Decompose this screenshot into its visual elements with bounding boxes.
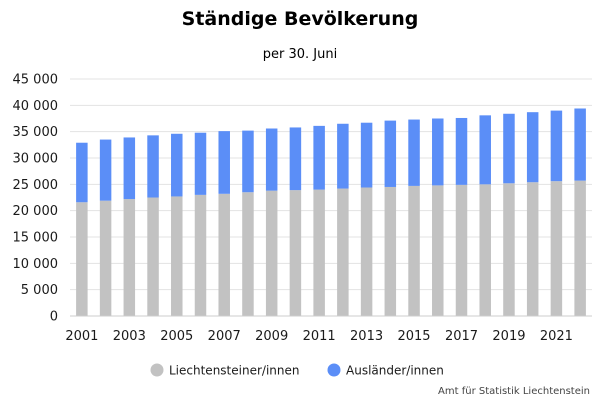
bar-liechtensteiner-2016 [432,185,444,316]
bar-auslaender-2012 [337,123,349,189]
bar-auslaender-2011 [313,125,325,190]
x-tick-label: 2013 [350,329,383,344]
y-tick-label: 35 000 [13,125,59,140]
bar-auslaender-2014 [384,120,397,187]
y-tick-label: 0 [50,310,58,325]
bar-liechtensteiner-2003 [123,199,136,316]
y-tick-label: 25 000 [13,178,59,193]
x-tick-label: 2007 [208,329,241,344]
x-tick-label: 2019 [492,329,525,344]
y-tick-label: 20 000 [13,204,59,219]
chart-subtitle: per 30. Juni [263,47,337,62]
bar-auslaender-2009 [265,128,278,191]
y-tick-label: 40 000 [13,99,59,114]
bar-auslaender-2010 [289,127,302,191]
bars [76,108,586,316]
x-tick-label: 2015 [397,329,430,344]
bar-auslaender-2017 [455,117,468,185]
bar-liechtensteiner-2021 [550,181,563,316]
legend-label-auslaender: Ausländer/innen [346,364,444,378]
bar-auslaender-2019 [503,113,515,184]
legend-swatch-liechtensteiner [150,363,164,377]
bar-auslaender-2013 [360,122,373,188]
bar-liechtensteiner-2009 [265,190,278,316]
bar-liechtensteiner-2012 [337,188,349,316]
x-tick-label: 2017 [445,329,478,344]
x-tick-label: 2021 [540,329,573,344]
bar-liechtensteiner-2010 [289,190,302,316]
x-tick-label: 2011 [303,329,336,344]
bar-auslaender-2008 [242,130,254,193]
bar-liechtensteiner-2020 [526,182,539,316]
x-tick-label: 2005 [160,329,193,344]
bar-auslaender-2006 [194,132,207,195]
bar-liechtensteiner-2013 [360,187,373,316]
bar-liechtensteiner-2019 [503,183,515,316]
x-tick-label: 2003 [113,329,146,344]
x-tick-label: 2001 [65,329,98,344]
bar-auslaender-2002 [99,139,112,201]
bar-auslaender-2003 [123,137,136,200]
bar-auslaender-2021 [550,110,563,182]
bar-liechtensteiner-2005 [171,196,183,316]
legend-swatch-auslaender [327,363,341,377]
x-tick-label: 2009 [255,329,288,344]
bar-liechtensteiner-2022 [574,180,586,316]
bar-auslaender-2001 [76,142,88,203]
legend-label-liechtensteiner: Liechtensteiner/innen [169,364,299,378]
bar-liechtensteiner-2014 [384,186,397,316]
legend: Liechtensteiner/innen Ausländer/innen [150,363,444,378]
bar-liechtensteiner-2002 [99,200,112,316]
bar-liechtensteiner-2011 [313,189,325,316]
bar-auslaender-2007 [218,131,230,194]
y-tick-label: 30 000 [13,152,59,167]
bar-liechtensteiner-2004 [147,197,159,316]
bar-liechtensteiner-2008 [242,192,254,316]
y-tick-label: 15 000 [13,231,59,246]
y-tick-label: 10 000 [13,257,59,272]
y-axis-ticks: 0 5 000 10 000 15 000 20 000 25 000 30 000 35 0… [13,73,59,325]
bar-auslaender-2018 [479,115,491,185]
bar-liechtensteiner-2006 [194,194,207,316]
x-axis-ticks: 2001 2003 2005 2007 2009 2011 2013 2015 2017 2019… [65,329,573,344]
bar-liechtensteiner-2015 [408,185,420,316]
y-tick-label: 5 000 [21,283,58,298]
source-note: Amt für Statistik Liechtenstein [438,386,590,397]
bar-auslaender-2020 [526,112,539,183]
bar-liechtensteiner-2007 [218,193,230,316]
bar-auslaender-2015 [408,119,420,186]
bar-liechtensteiner-2017 [455,184,468,316]
bar-liechtensteiner-2018 [479,184,491,316]
bar-auslaender-2022 [574,108,586,181]
bar-auslaender-2016 [432,118,444,186]
bar-liechtensteiner-2001 [76,202,88,316]
chart-title: Ständige Bevölkerung [182,8,419,30]
bar-auslaender-2005 [171,133,183,197]
bar-auslaender-2004 [147,135,159,198]
y-tick-label: 45 000 [13,73,59,88]
